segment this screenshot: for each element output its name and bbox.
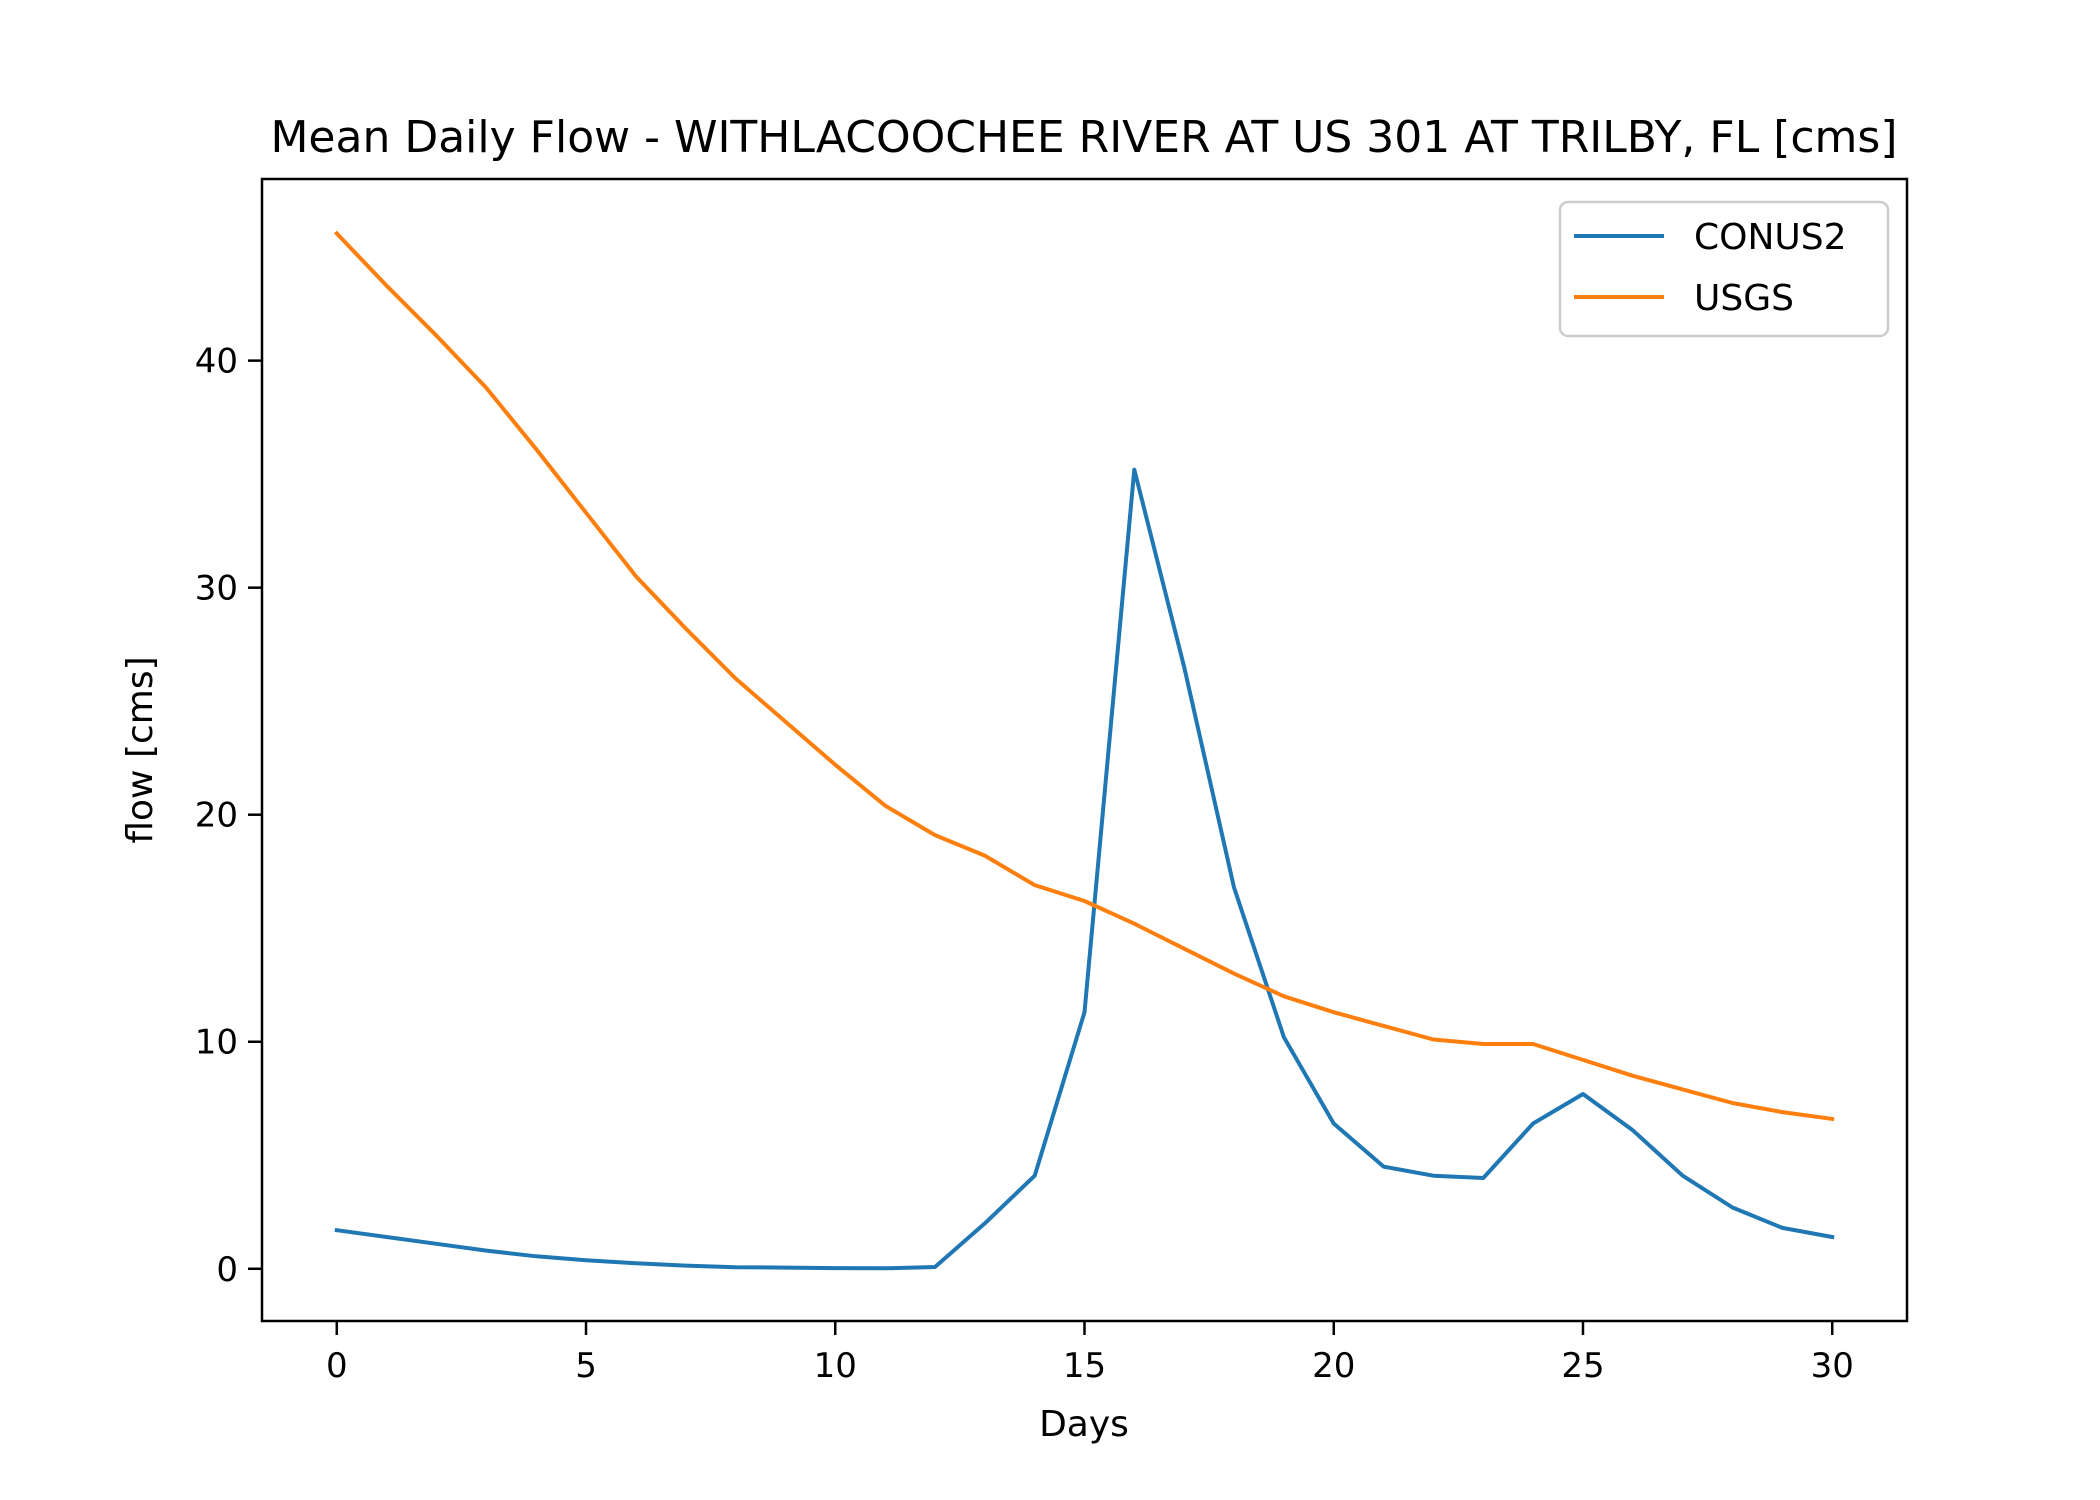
y-tick-label: 40 xyxy=(195,342,238,382)
x-tick-label: 25 xyxy=(1561,1346,1604,1386)
x-tick-label: 15 xyxy=(1063,1346,1106,1386)
legend: CONUS2 USGS xyxy=(1558,200,1890,338)
x-axis-label: Days xyxy=(1039,1404,1129,1445)
x-tick-label: 5 xyxy=(575,1346,597,1386)
y-tick-label: 20 xyxy=(195,796,238,836)
chart-title: Mean Daily Flow - WITHLACOOCHEE RIVER AT… xyxy=(270,112,1897,163)
series-layer xyxy=(333,230,1835,1271)
x-tick-label: 30 xyxy=(1811,1346,1854,1386)
y-tick-label: 0 xyxy=(216,1250,238,1290)
y-axis-label: flow [cms] xyxy=(120,656,161,843)
series-line-conus2 xyxy=(334,467,1835,1271)
x-tick-label: 20 xyxy=(1312,1346,1355,1386)
y-tick-label: 30 xyxy=(195,569,238,609)
series-line-usgs xyxy=(333,230,1835,1122)
y-axis-ticks: 0 10 20 30 40 xyxy=(195,342,262,1290)
y-tick-label: 10 xyxy=(195,1023,238,1063)
x-tick-label: 0 xyxy=(326,1346,348,1386)
x-axis-ticks: 0 5 10 15 20 25 30 xyxy=(326,1321,1854,1386)
legend-label-conus2: CONUS2 xyxy=(1694,217,1847,258)
x-tick-label: 10 xyxy=(814,1346,857,1386)
legend-label-usgs: USGS xyxy=(1694,278,1794,319)
